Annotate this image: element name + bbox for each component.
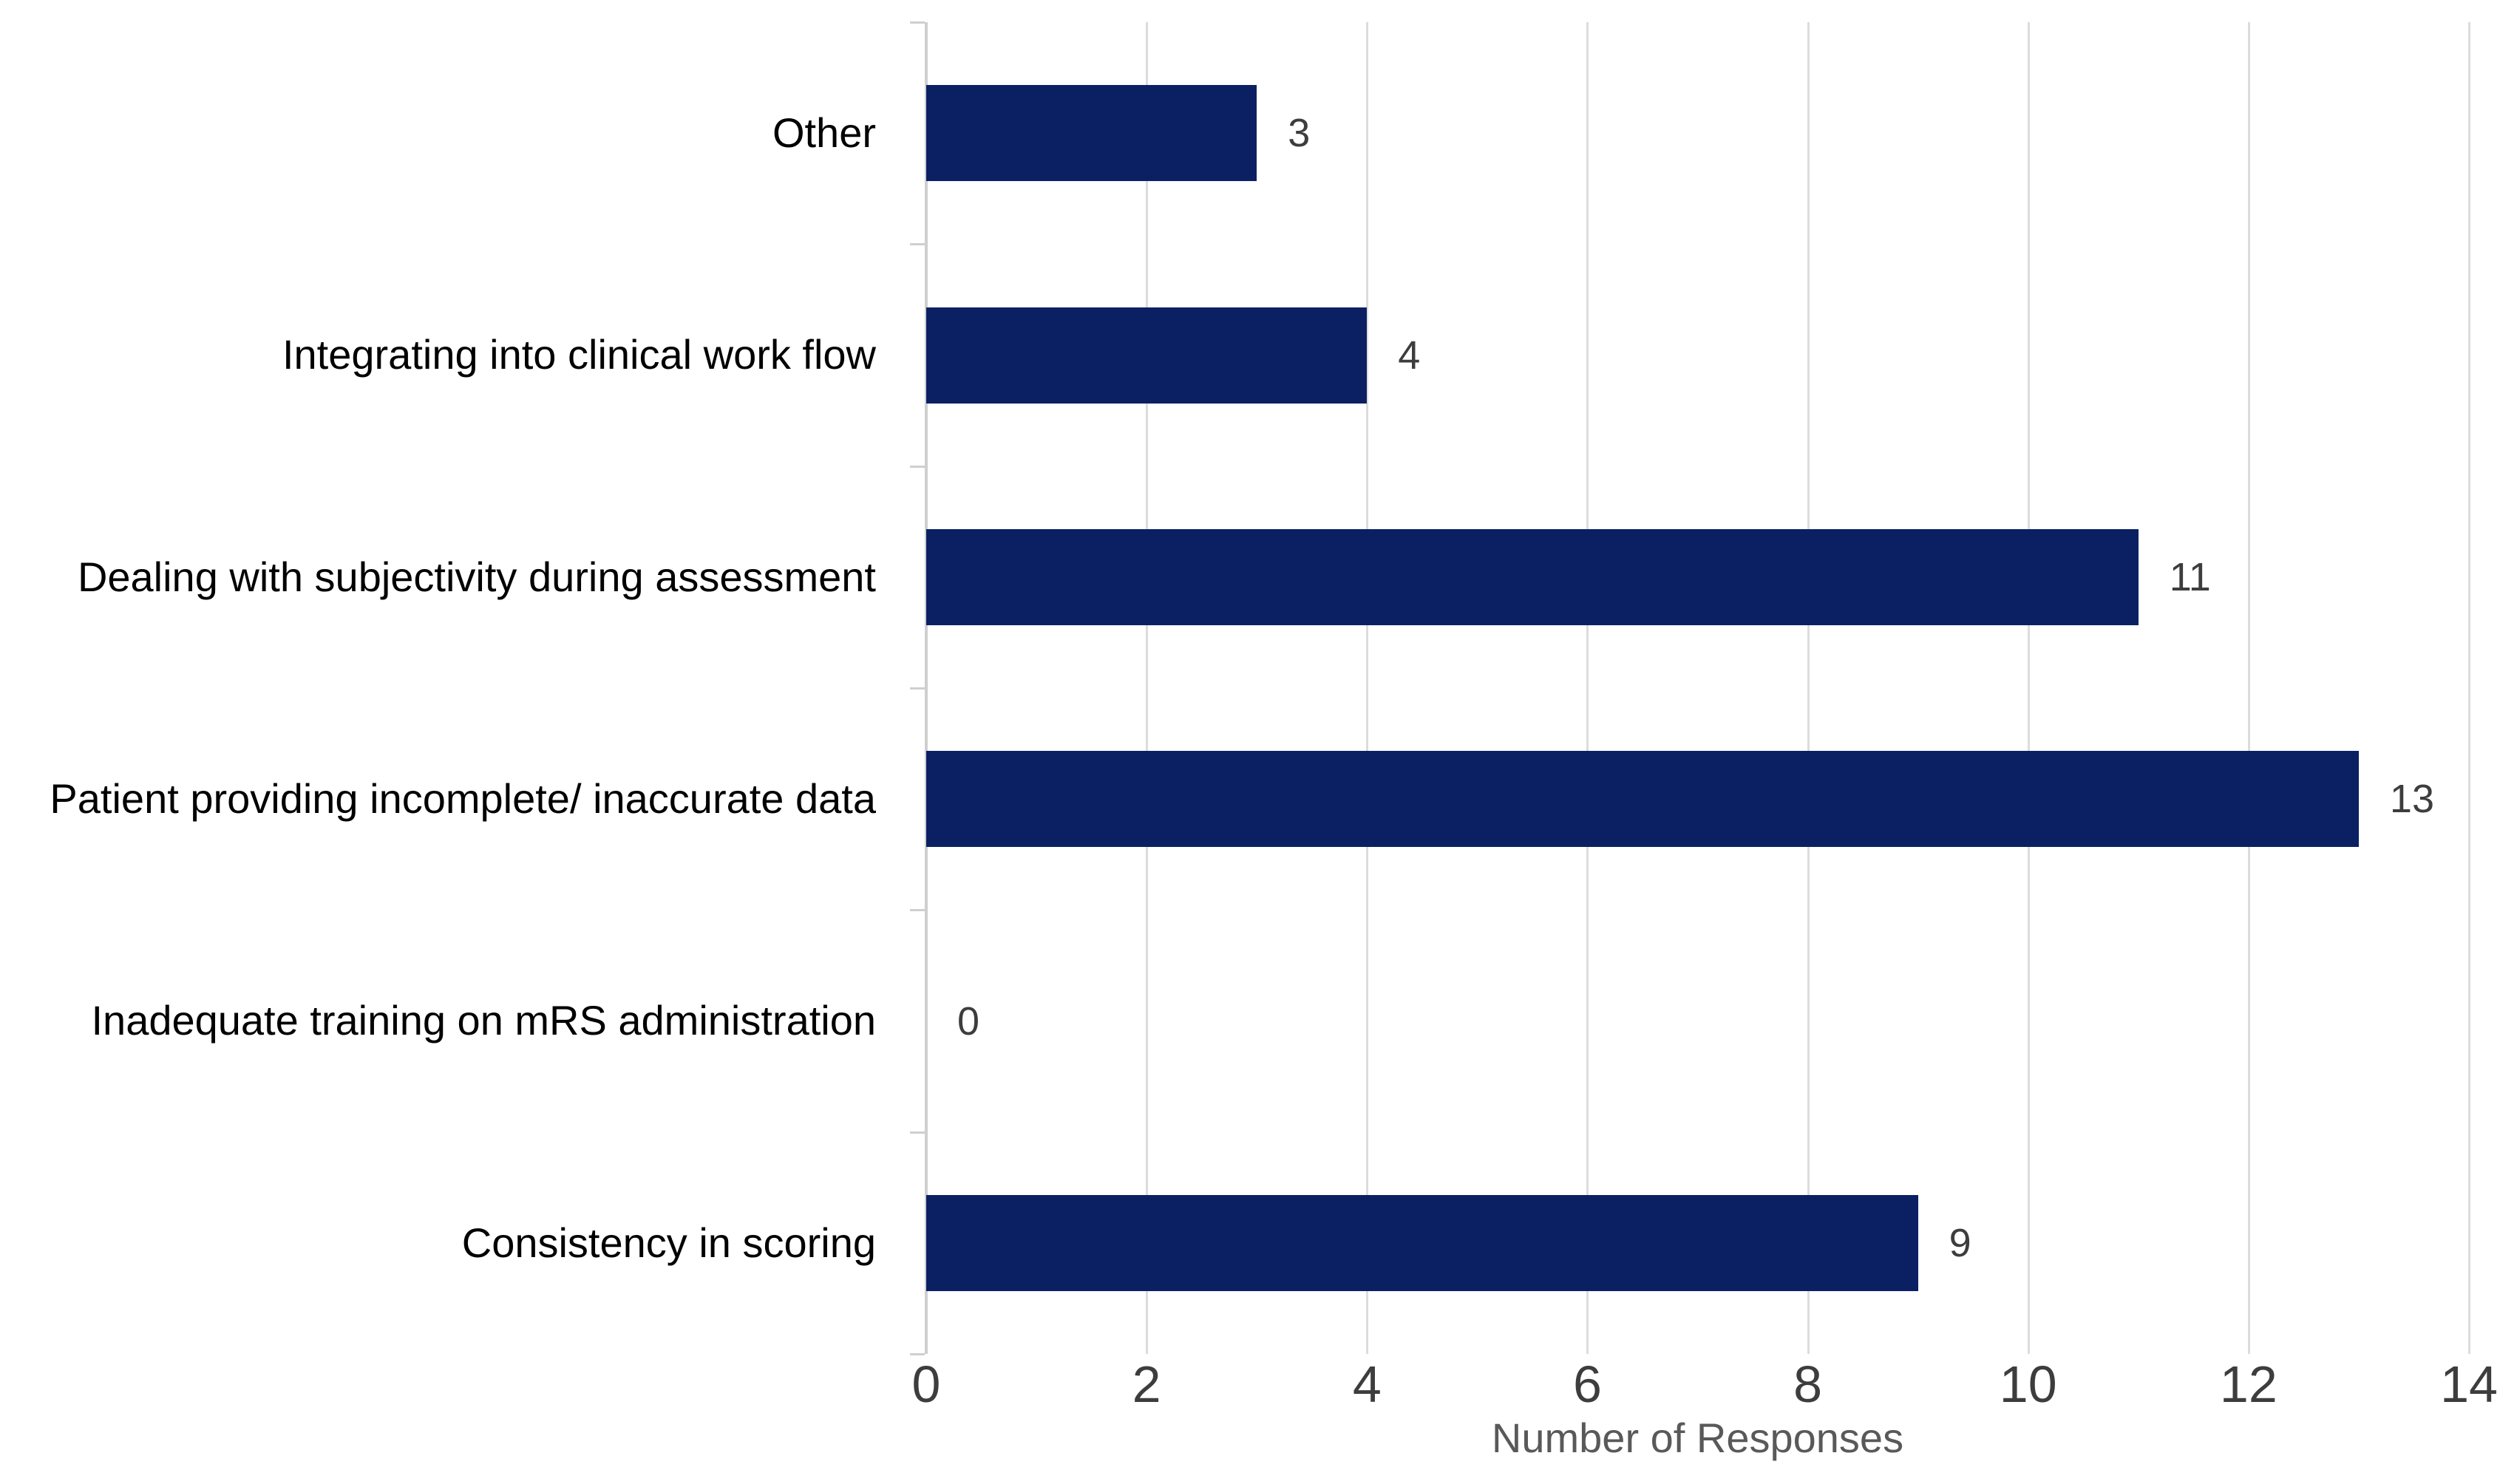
tick-mark [910,1131,925,1134]
category-label: Integrating into clinical work flow [282,331,876,378]
category-label: Patient providing incomplete/ inaccurate… [50,775,876,822]
bar [926,1194,1918,1291]
category-label: Dealing with subjectivity during assessm… [77,553,876,600]
value-label: 13 [2389,777,2434,822]
x-tick-label: 12 [2219,1355,2277,1413]
bar [926,751,2359,848]
gridline [1807,22,1810,1354]
gridline [2027,22,2030,1354]
gridline [1366,22,1369,1354]
value-label: 9 [1949,1220,1971,1265]
gridline [1146,22,1149,1354]
tick-mark [910,687,925,690]
tick-mark [910,1353,925,1355]
x-axis-title: Number of Responses [1491,1415,1904,1461]
bar [926,307,1368,404]
category-label: Other [772,109,876,156]
x-tick-label: 10 [1999,1355,2057,1413]
x-tick-label: 4 [1352,1355,1382,1413]
tick-mark [910,465,925,468]
tick-mark [910,909,925,912]
value-label: 3 [1288,111,1311,156]
value-label: 4 [1398,333,1421,378]
value-label: 11 [2169,554,2211,599]
bar [926,85,1257,182]
x-tick-label: 8 [1793,1355,1823,1413]
x-tick-label: 6 [1572,1355,1602,1413]
value-label: 0 [957,998,980,1044]
x-tick-label: 14 [2440,1355,2498,1413]
category-label: Consistency in scoring [461,1219,876,1266]
tick-mark [910,21,925,24]
gridline [1586,22,1589,1354]
gridline [2247,22,2250,1354]
bar [926,528,2139,625]
category-axis-line [925,22,928,1354]
gridline [2468,22,2470,1354]
tick-mark [910,243,925,246]
x-tick-label: 0 [911,1355,941,1413]
x-tick-label: 2 [1132,1355,1161,1413]
category-label: Inadequate training on mRS administratio… [91,997,876,1044]
